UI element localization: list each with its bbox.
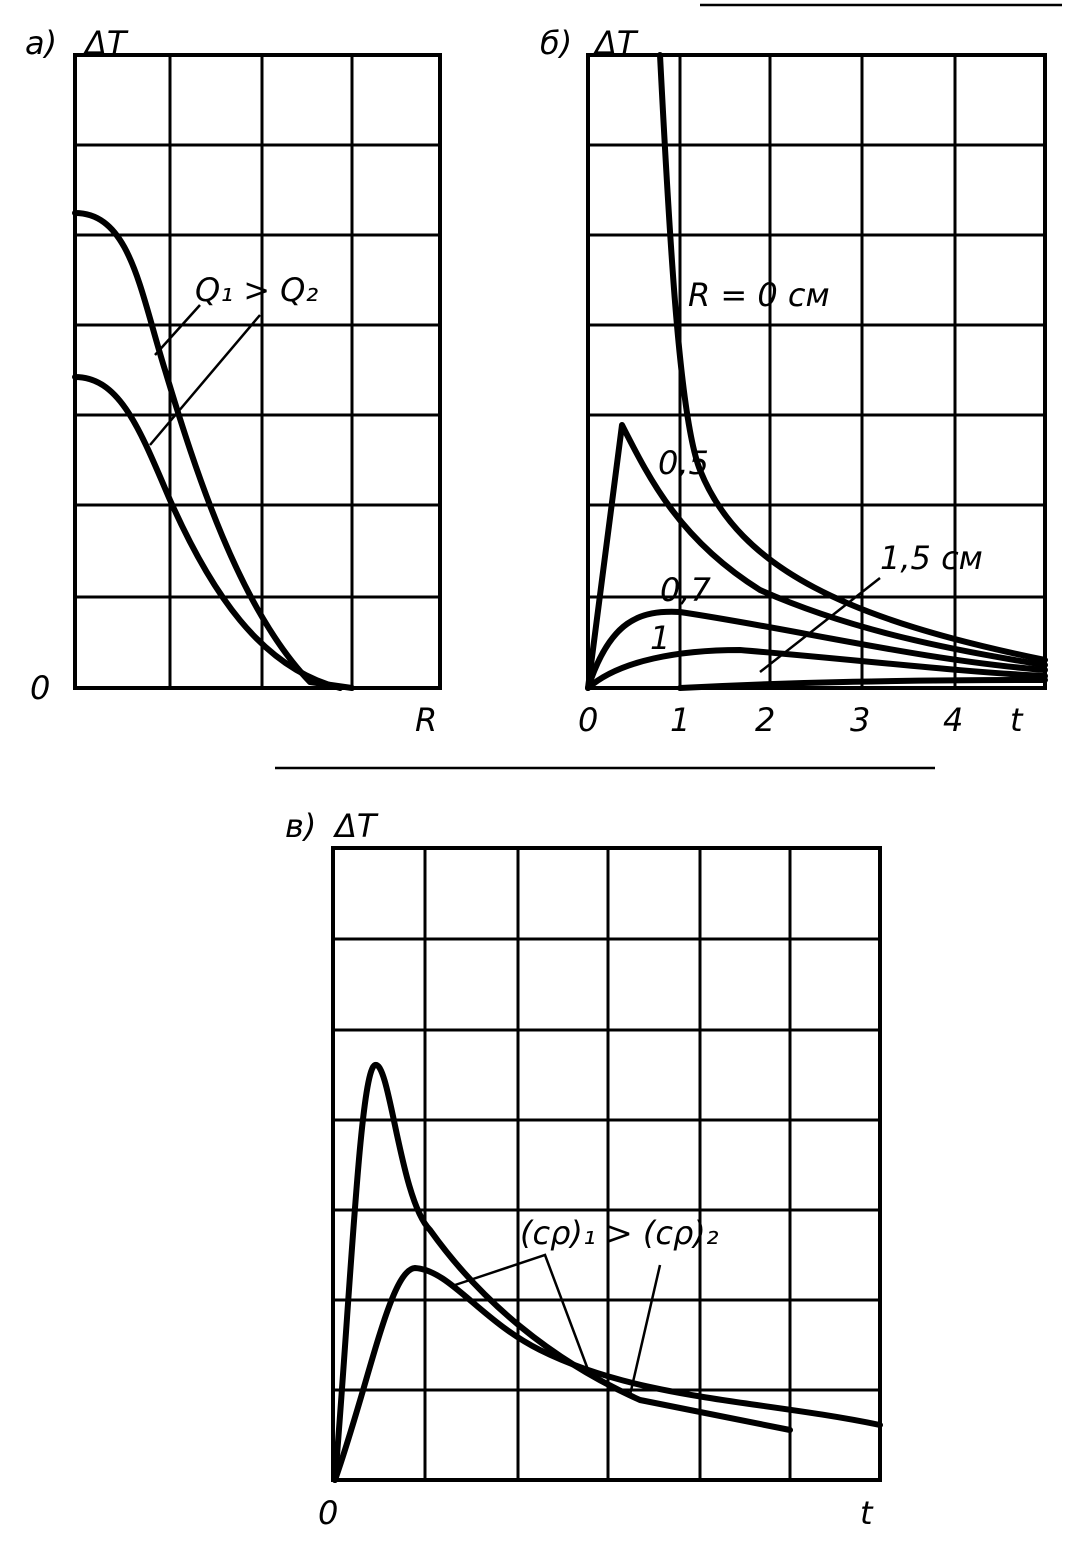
panel-a: а) ΔT 0 R Q₁ > Q₂ (25, 24, 442, 739)
frame (586, 53, 1047, 690)
leader (154, 304, 201, 356)
curve (585, 647, 1048, 691)
x-label: R (415, 701, 437, 739)
frame (73, 53, 442, 690)
curve (677, 677, 1048, 691)
curve (332, 1062, 793, 1483)
curve-label: R = 0 см (688, 276, 830, 314)
grid (75, 55, 440, 688)
x-tick-label: 0 (578, 701, 598, 739)
x-label: t (1010, 701, 1024, 739)
curve (72, 374, 343, 691)
x-tick-label: 1 (670, 701, 690, 739)
x-tick-label: 2 (755, 701, 775, 739)
origin: 0 (318, 1494, 338, 1532)
y-label: ΔT (82, 24, 129, 62)
curve-label: 1 (650, 619, 670, 657)
curve (657, 52, 1048, 663)
grid (588, 55, 1045, 688)
panel-label: а) (25, 24, 57, 62)
panel-label: б) (540, 24, 572, 62)
leader (149, 314, 261, 446)
x-tick-label: 3 (850, 701, 870, 739)
x-label: t (860, 1494, 874, 1532)
curve-label: 0,7 (660, 571, 712, 609)
annotation: (cρ)₁ > (cρ)₂ (520, 1214, 719, 1252)
panel-label: в) (285, 807, 316, 845)
origin: 0 (30, 669, 50, 707)
curve (72, 210, 355, 691)
y-label: ΔT (592, 24, 639, 62)
leader (759, 577, 881, 673)
curve (332, 1265, 883, 1483)
grid (333, 848, 880, 1480)
curve-label: 0,5 (658, 444, 709, 482)
leader (454, 1253, 592, 1376)
y-label: ΔT (332, 807, 379, 845)
frame (331, 846, 882, 1482)
panel-b: б) ΔT 0 1 2 3 4 t R = 0 см 0,5 0,7 1 1,5… (540, 24, 1048, 739)
x-tick-label: 4 (943, 701, 963, 739)
panel-c: в) ΔT 0 t (cρ)₁ > (cρ)₂ (285, 807, 883, 1532)
leader (628, 1264, 662, 1396)
curve (585, 422, 1048, 691)
curve-label: 1,5 см (880, 539, 983, 577)
curve (585, 608, 1048, 691)
annotation: Q₁ > Q₂ (195, 271, 318, 309)
